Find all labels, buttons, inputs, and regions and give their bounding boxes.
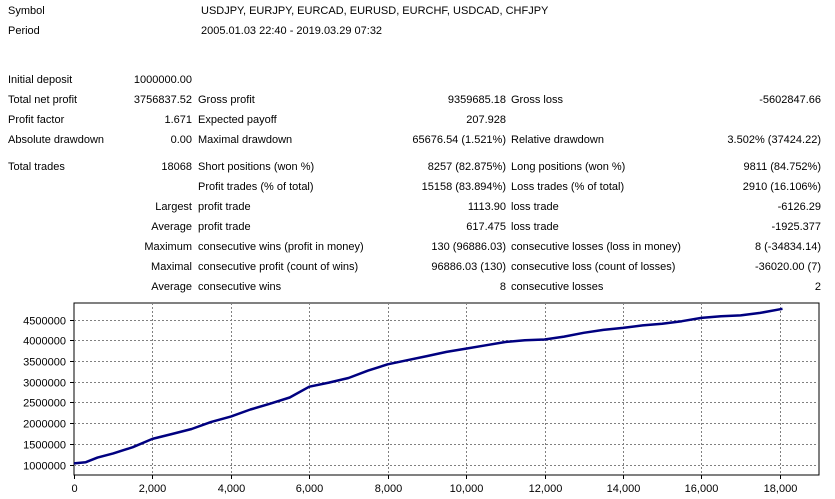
- expected-payoff-value: 207.928: [466, 114, 506, 126]
- maximal-consec-loss-value: -36020.00 (7): [754, 261, 821, 273]
- x-tick-label: 0: [71, 483, 77, 495]
- relative-drawdown-value: 3.502% (37424.22): [727, 134, 821, 146]
- absolute-drawdown-label: Absolute drawdown: [8, 134, 105, 146]
- profit-factor-value: 1.671: [164, 114, 192, 126]
- x-axis-ticks: 0 2,000 4,000 6,000 8,000 10,000 12,000 14,000 1…: [71, 475, 797, 495]
- y-axis-ticks: 1000000 1500000 2000000 2500000 3000000 35000…: [23, 316, 74, 473]
- largest-profit-label: profit trade: [198, 201, 251, 213]
- long-positions-label: Long positions (won %): [511, 161, 626, 173]
- x-tick-label: 2,000: [139, 483, 167, 495]
- profit-trades-value: 15158 (83.894%): [421, 181, 506, 193]
- x-tick-label: 4,000: [218, 483, 246, 495]
- symbol-value: USDJPY, EURJPY, EURCAD, EURUSD, EURCHF, …: [201, 5, 549, 17]
- y-tick-label: 2500000: [23, 398, 66, 410]
- avg-consec-wins-value: 8: [499, 281, 506, 293]
- total-net-profit-value: 3756837.52: [133, 94, 192, 106]
- x-tick-label: 8,000: [375, 483, 403, 495]
- gross-profit-value: 9359685.18: [447, 94, 506, 106]
- avg-consec-losses-value: 2: [814, 281, 821, 293]
- total-trades-label: Total trades: [8, 161, 65, 173]
- average-loss-value: -1925.377: [771, 221, 821, 233]
- average-profit-value: 617.475: [466, 221, 506, 233]
- total-trades-value: 18068: [161, 161, 192, 173]
- x-tick-label: 6,000: [296, 483, 324, 495]
- max-consec-losses-label: consecutive losses (loss in money): [511, 241, 681, 253]
- x-tick-label: 14,000: [607, 483, 641, 495]
- max-consec-wins-value: 130 (96886.03): [431, 241, 506, 253]
- short-positions-value: 8257 (82.875%): [427, 161, 506, 173]
- largest-loss-value: -6126.29: [777, 201, 821, 213]
- x-tick-label: 18,000: [764, 483, 798, 495]
- gross-profit-label: Gross profit: [198, 94, 255, 106]
- balance-line-series: [73, 307, 783, 465]
- y-tick-label: 4000000: [23, 336, 66, 348]
- largest-loss-label: loss trade: [511, 201, 559, 213]
- x-tick-label: 12,000: [529, 483, 563, 495]
- maximum-label: Maximum: [144, 241, 192, 253]
- absolute-drawdown-value: 0.00: [170, 134, 192, 146]
- period-label: Period: [8, 25, 40, 37]
- y-tick-label: 4500000: [23, 316, 66, 328]
- maximal-drawdown-label: Maximal drawdown: [198, 134, 293, 146]
- loss-trades-label: Loss trades (% of total): [511, 181, 625, 193]
- initial-deposit-value: 1000000.00: [133, 74, 192, 86]
- gross-loss-label: Gross loss: [511, 94, 563, 106]
- initial-deposit-label: Initial deposit: [8, 74, 73, 86]
- symbol-label: Symbol: [8, 5, 45, 17]
- loss-trades-value: 2910 (16.106%): [742, 181, 821, 193]
- total-net-profit-label: Total net profit: [8, 94, 78, 106]
- y-tick-label: 1000000: [23, 461, 66, 473]
- maximal-consec-profit-value: 96886.03 (130): [431, 261, 506, 273]
- x-tick-label: 16,000: [685, 483, 719, 495]
- average2-label: Average: [151, 281, 192, 293]
- average-profit-label: profit trade: [198, 221, 251, 233]
- y-tick-label: 2000000: [23, 419, 66, 431]
- maximal-consec-profit-label: consecutive profit (count of wins): [198, 261, 359, 273]
- max-consec-wins-label: consecutive wins (profit in money): [198, 241, 364, 253]
- profit-trades-label: Profit trades (% of total): [198, 181, 314, 193]
- maximal-drawdown-value: 65676.54 (1.521%): [412, 134, 506, 146]
- y-tick-label: 3500000: [23, 357, 66, 369]
- x-tick-label: 10,000: [450, 483, 484, 495]
- max-consec-losses-value: 8 (-34834.14): [754, 241, 821, 253]
- short-positions-label: Short positions (won %): [198, 161, 315, 173]
- gross-loss-value: -5602847.66: [759, 94, 821, 106]
- maximal-label: Maximal: [151, 261, 192, 273]
- avg-consec-losses-label: consecutive losses: [511, 281, 604, 293]
- chart-grid: [74, 303, 819, 475]
- y-tick-label: 3000000: [23, 378, 66, 390]
- expected-payoff-label: Expected payoff: [198, 114, 277, 126]
- profit-factor-label: Profit factor: [8, 114, 65, 126]
- largest-profit-value: 1113.90: [467, 201, 506, 213]
- average-loss-label: loss trade: [511, 221, 559, 233]
- maximal-consec-loss-label: consecutive loss (count of losses): [511, 261, 676, 273]
- average-label: Average: [151, 221, 192, 233]
- period-value: 2005.01.03 22:40 - 2019.03.29 07:32: [201, 25, 383, 37]
- largest-label: Largest: [155, 201, 192, 213]
- avg-consec-wins-label: consecutive wins: [198, 281, 282, 293]
- chart-plot-area: [73, 302, 820, 476]
- relative-drawdown-label: Relative drawdown: [511, 134, 604, 146]
- long-positions-value: 9811 (84.752%): [743, 161, 821, 173]
- y-tick-label: 1500000: [23, 440, 66, 452]
